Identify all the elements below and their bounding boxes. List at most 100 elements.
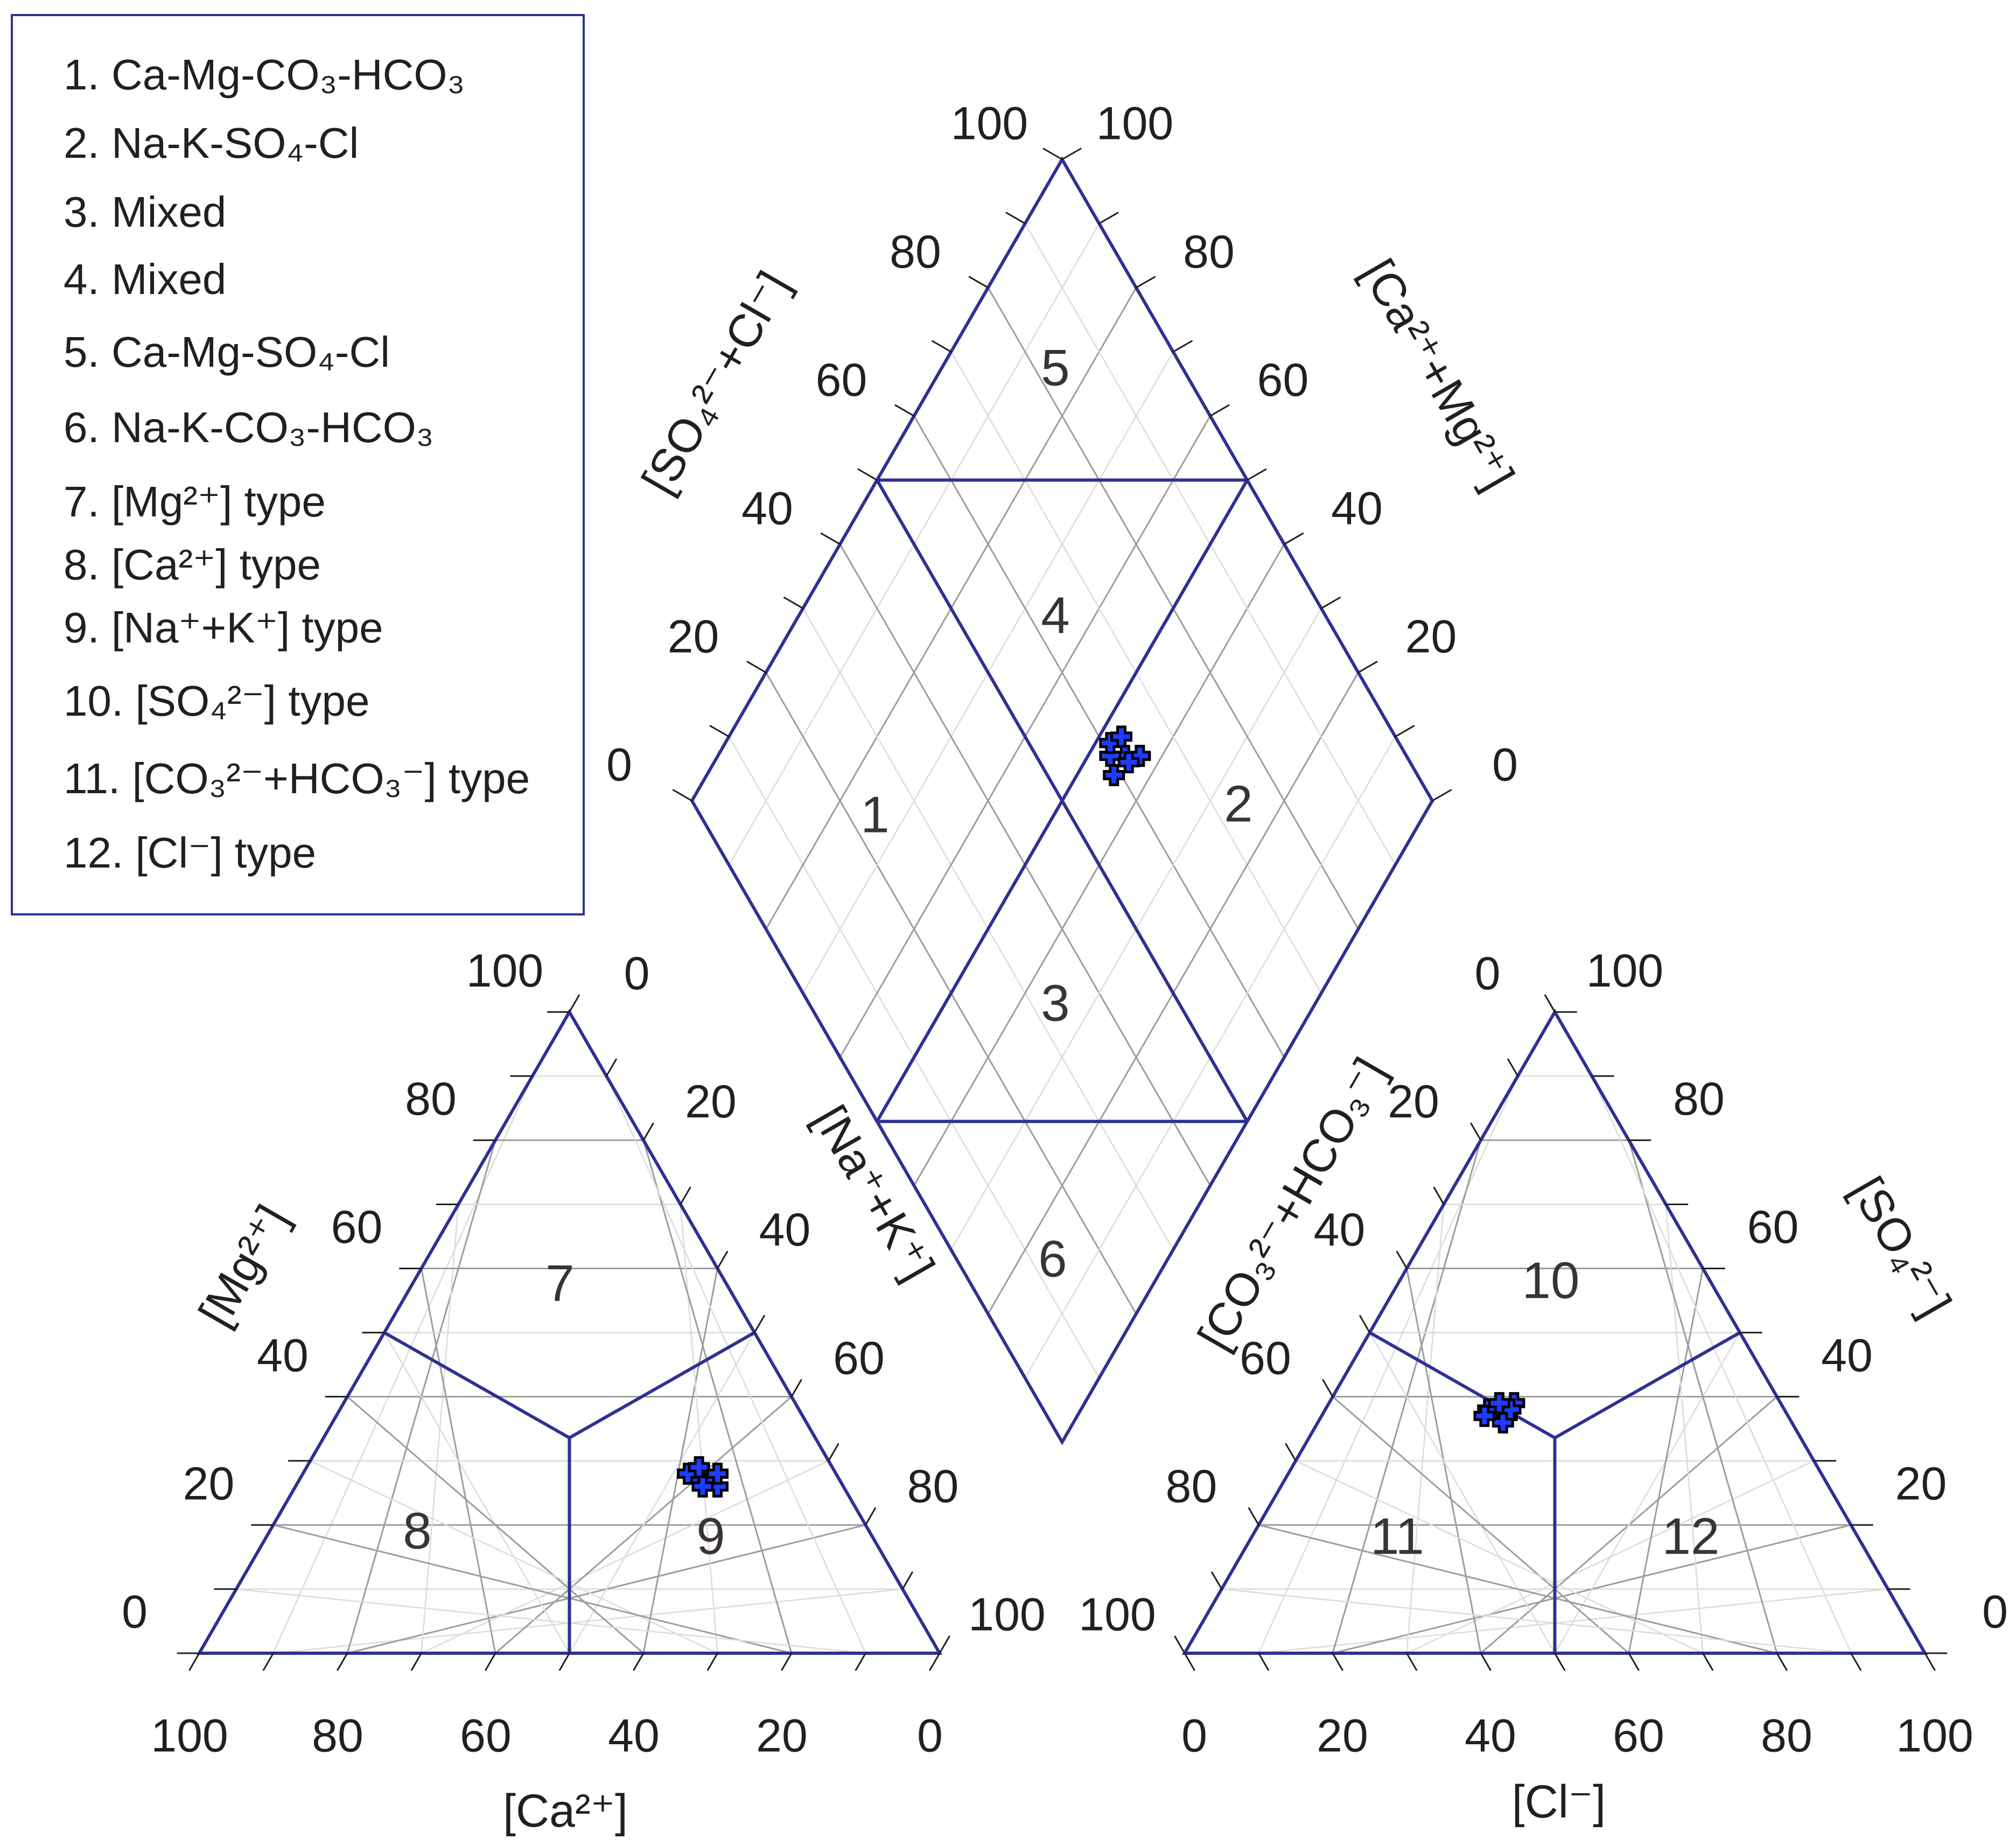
cation-bottom-tick (337, 1652, 348, 1671)
diamond-left-tick (672, 789, 693, 802)
cation-grid-r (680, 1204, 718, 1654)
diamond-sample-point-shape (1110, 725, 1132, 748)
diamond-right-tick-label: 0 (1492, 739, 1518, 791)
diamond-left-tick-label: 60 (816, 354, 867, 406)
cation-sample-point-shape (706, 1463, 729, 1485)
anion-right-tick-label: 100 (1586, 945, 1664, 997)
cation-right-tick (828, 1443, 839, 1462)
diamond-left-tick (894, 404, 915, 417)
cation-bottom-tick (188, 1652, 200, 1671)
legend-item-11: 11. [CO₃²⁻+HCO₃⁻] type (64, 754, 530, 802)
legend-item-4: 4. Mixed (64, 255, 226, 303)
cation-sample-point-shape (691, 1475, 714, 1498)
legend-item-5: 5. Ca-Mg-SO₄-Cl (64, 328, 390, 376)
anion-bottom-tick (1554, 1652, 1565, 1671)
anion-bottom-tick (1332, 1652, 1343, 1671)
cation-grid-r (569, 1332, 755, 1654)
anion-left-tick (1211, 1571, 1223, 1590)
cation-bottom-tick (485, 1652, 496, 1671)
cation-bottom-tick (855, 1652, 866, 1671)
zone-label-3: 3 (1041, 974, 1069, 1032)
axis-title-so4: [SO₄²⁻] (1840, 1169, 1961, 1326)
anion-bottom-tick (1406, 1652, 1417, 1671)
diamond-left-tick (709, 725, 730, 738)
anion-left-tick (1248, 1507, 1259, 1526)
cation-bottom-tick (929, 1652, 941, 1671)
anion-sample-point-shape (1488, 1392, 1510, 1415)
diamond-left-tick (1042, 148, 1063, 160)
anion-sample-point (1473, 1404, 1496, 1427)
cation-right-tick (865, 1507, 876, 1526)
cation-left-tick-label: 100 (466, 945, 544, 997)
zone-label-9: 9 (696, 1507, 725, 1565)
zone-label-8: 8 (403, 1502, 431, 1560)
zone-label-4: 4 (1041, 586, 1069, 644)
cation-left-tick-label: 40 (257, 1330, 309, 1381)
diamond-zone-line (875, 478, 1249, 1123)
anion-left-tick-label: 0 (1475, 948, 1501, 999)
diamond-right-tick-label: 60 (1257, 354, 1309, 406)
axis-title-cl: [Cl⁻] (1512, 1776, 1606, 1828)
diamond-left-tick-label: 20 (668, 611, 719, 663)
anion-grid-l (1258, 1524, 1778, 1654)
anion-left-tick (1396, 1250, 1408, 1270)
cation-zone-line (568, 1331, 757, 1439)
grid-layer (235, 222, 1889, 1654)
anion-left-tick-label: 20 (1388, 1076, 1439, 1128)
zone-label-1: 1 (860, 786, 889, 843)
anion-left-tick (1322, 1379, 1334, 1398)
anion-left-tick (1359, 1314, 1371, 1334)
legend-items: 1. Ca-Mg-CO₃-HCO₃ 2. Na-K-SO₄-Cl 3. Mixed 4… (64, 51, 530, 877)
anion-bottom-tick-label: 60 (1613, 1710, 1664, 1762)
cation-sample-point (706, 1463, 729, 1485)
diamond-left-tick (746, 661, 767, 674)
cation-left-tick-label: 20 (183, 1458, 235, 1510)
diamond-sample-point-shape (1103, 764, 1125, 786)
cation-bottom-tick (781, 1652, 793, 1671)
axis-title-so4-cl: [SO₄²⁻+Cl⁻] (632, 263, 800, 502)
anion-left-tick-label: 40 (1314, 1204, 1366, 1256)
cation-right-tick (753, 1314, 765, 1334)
cation-right-tick (717, 1250, 728, 1270)
diamond-right-tick (1394, 725, 1415, 738)
diamond-right-tick (1283, 533, 1304, 546)
cation-sample-point (691, 1475, 714, 1498)
anion-bottom-tick (1776, 1652, 1788, 1671)
anion-grid-r (1591, 1075, 1852, 1654)
cation-right-tick-label: 100 (968, 1589, 1046, 1641)
anion-left-tick (1285, 1443, 1297, 1462)
axis-title-ca-mg: [Ca²⁺+Mg²⁺] (1352, 251, 1524, 499)
anion-bottom-tick-label: 20 (1317, 1710, 1368, 1762)
diamond-right-tick (1135, 276, 1156, 289)
anion-left-tick (1544, 994, 1556, 1013)
anion-bottom-tick-label: 40 (1465, 1710, 1516, 1762)
anion-grid-r (1628, 1139, 1778, 1654)
cation-right-tick (790, 1379, 802, 1398)
cation-grid-l (310, 1460, 718, 1654)
cation-right-tick (680, 1186, 691, 1205)
cation-grid-r (642, 1139, 793, 1654)
cation-right-tick-label: 80 (907, 1461, 959, 1513)
cation-bottom-tick-label: 80 (312, 1710, 363, 1762)
anion-bottom-tick (1480, 1652, 1492, 1671)
diamond-right-tick-label: 80 (1183, 226, 1235, 278)
anion-left-tick (1507, 1058, 1519, 1077)
cation-grid-r (606, 1075, 866, 1654)
anion-left-tick (1433, 1186, 1445, 1205)
diamond-left-tick (932, 340, 952, 353)
diamond-right-tick (1320, 597, 1341, 610)
cation-bottom-tick-label: 60 (460, 1710, 512, 1762)
axis-title-mg: [Mg²⁺] (189, 1197, 299, 1335)
anion-bottom-tick (1850, 1652, 1861, 1671)
diamond-left-tick (1005, 212, 1026, 225)
anion-bottom-tick (1258, 1652, 1269, 1671)
anion-grid-l (1369, 1332, 1556, 1654)
diamond-right-tick-label: 20 (1405, 611, 1457, 663)
legend-item-9: 9. [Na⁺+K⁺] type (64, 604, 383, 652)
anion-bottom-tick (1628, 1652, 1640, 1671)
cation-right-tick (605, 1058, 617, 1077)
cation-right-tick-label: 40 (759, 1204, 811, 1256)
anion-left-tick-label: 100 (1079, 1589, 1156, 1641)
diamond-right-tick (1172, 340, 1193, 353)
